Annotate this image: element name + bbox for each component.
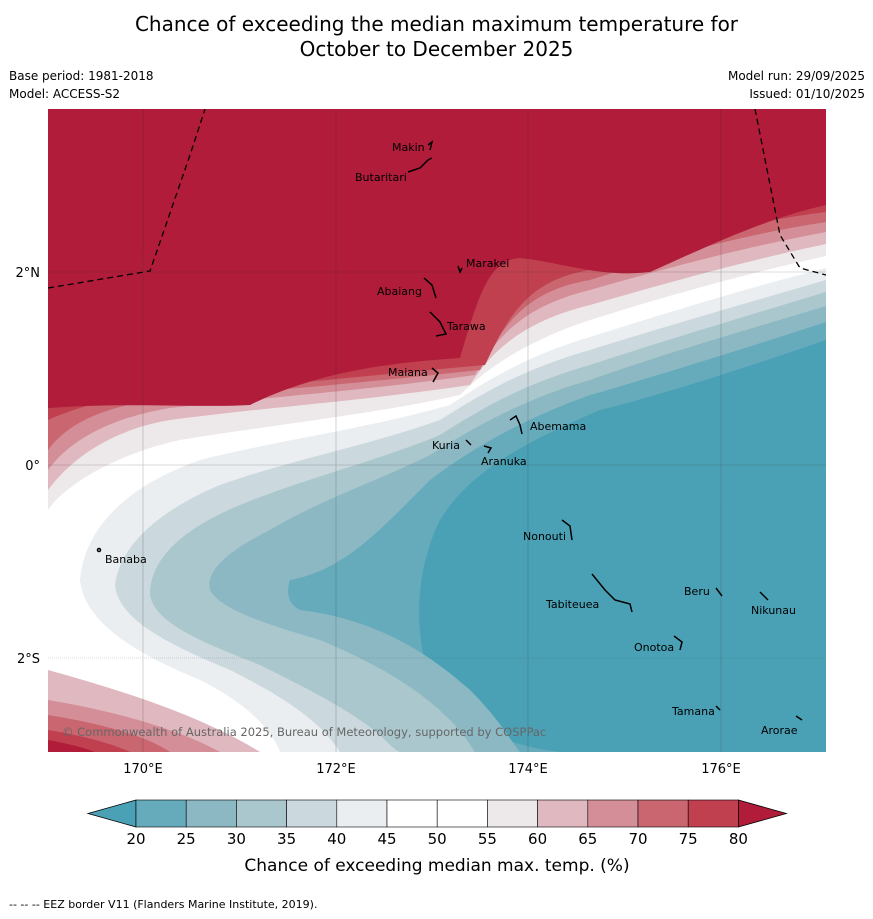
colorbar-tick-label: 60 xyxy=(528,830,547,848)
label-arorae: Arorae xyxy=(761,724,798,737)
colorbar-segment xyxy=(236,799,287,828)
probability-contours: Makin Butaritari Marakei Abaiang Tarawa … xyxy=(48,109,826,752)
label-makin: Makin xyxy=(392,141,425,154)
model-run: Model run: 29/09/2025 xyxy=(727,69,865,83)
copyright-notice: © Commonwealth of Australia 2025, Bureau… xyxy=(62,725,546,739)
colorbar-segment xyxy=(436,799,488,828)
meta-left: Base period: 1981-2018 Model: ACCESS-S2 xyxy=(9,67,154,103)
label-tabiteuea: Tabiteuea xyxy=(545,598,599,611)
colorbar-tick-label: 55 xyxy=(478,830,497,848)
label-nonouti: Nonouti xyxy=(523,530,566,543)
colorbar-tick-label: 50 xyxy=(428,830,447,848)
label-marakei: Marakei xyxy=(466,257,509,270)
lon-label-170e: 170°E xyxy=(123,762,163,777)
map-title: Chance of exceeding the median maximum t… xyxy=(0,12,873,62)
label-nikunau: Nikunau xyxy=(751,604,796,617)
island-labels: Makin Butaritari Marakei Abaiang Tarawa … xyxy=(105,141,798,737)
model-name: Model: ACCESS-S2 xyxy=(9,87,121,101)
eez-footnote: -- -- -- EEZ border V11 (Flanders Marine… xyxy=(9,898,318,911)
axis-labels: 2°N 0° 2°S 170°E 172°E 174°E 176°E xyxy=(16,266,741,777)
label-aranuka: Aranuka xyxy=(481,455,527,468)
colorbar-tick-label: 80 xyxy=(729,830,748,848)
lon-label-174e: 174°E xyxy=(508,762,548,777)
colorbar-tick-label: 20 xyxy=(126,830,145,848)
meta-right: Model run: 29/09/2025 Issued: 01/10/2025 xyxy=(728,67,865,103)
colorbar-segment xyxy=(537,799,589,828)
colorbar-tick-label: 75 xyxy=(679,830,698,848)
colorbar-tick-label: 70 xyxy=(628,830,647,848)
colorbar-segment xyxy=(687,799,739,828)
lat-label-2s: 2°S xyxy=(17,652,40,667)
lon-label-172e: 172°E xyxy=(316,762,356,777)
label-onotoa: Onotoa xyxy=(634,641,674,654)
colorbar-label: Chance of exceeding median max. temp. (%… xyxy=(244,856,629,876)
colorbar-tick-label: 30 xyxy=(227,830,246,848)
colorbar: 20 25 30 35 40 45 50 55 60 65 70 75 80 xyxy=(86,799,788,848)
lat-label-2n: 2°N xyxy=(16,266,41,281)
label-kuria: Kuria xyxy=(432,439,460,452)
title-line-1: Chance of exceeding the median maximum t… xyxy=(134,12,739,36)
graticule xyxy=(48,109,826,752)
colorbar-segment xyxy=(587,799,639,828)
colorbar-low-extension xyxy=(86,799,137,828)
colorbar-segment xyxy=(286,799,338,828)
colorbar-segment xyxy=(637,799,689,828)
eez-border xyxy=(48,109,826,289)
colorbar-tick-label: 25 xyxy=(177,830,196,848)
colorbar-segment xyxy=(386,799,438,828)
colorbar-segment xyxy=(185,799,237,828)
lon-label-176e: 176°E xyxy=(701,762,741,777)
colorbar-tick-label: 35 xyxy=(277,830,296,848)
label-beru: Beru xyxy=(684,585,710,598)
lat-label-equator: 0° xyxy=(25,459,40,474)
label-banaba: Banaba xyxy=(105,553,147,566)
colorbar-segment xyxy=(135,799,187,828)
colorbar-segment xyxy=(336,799,388,828)
label-tarawa: Tarawa xyxy=(446,320,486,333)
colorbar-tick-label: 40 xyxy=(327,830,346,848)
issued-date: Issued: 01/10/2025 xyxy=(749,87,865,101)
label-abemama: Abemama xyxy=(530,420,586,433)
label-tamana: Tamana xyxy=(671,705,715,718)
colorbar-high-extension xyxy=(738,799,788,828)
band-above-80 xyxy=(48,109,826,752)
base-period: Base period: 1981-2018 xyxy=(9,69,154,83)
title-line-2: October to December 2025 xyxy=(299,37,574,61)
colorbar-tick-label: 65 xyxy=(578,830,597,848)
colorbar-segment xyxy=(487,799,538,828)
label-butaritari: Butaritari xyxy=(355,171,407,184)
island-shapes xyxy=(96,140,803,721)
label-maiana: Maiana xyxy=(388,366,428,379)
label-abaiang: Abaiang xyxy=(377,285,422,298)
colorbar-tick-label: 45 xyxy=(377,830,396,848)
